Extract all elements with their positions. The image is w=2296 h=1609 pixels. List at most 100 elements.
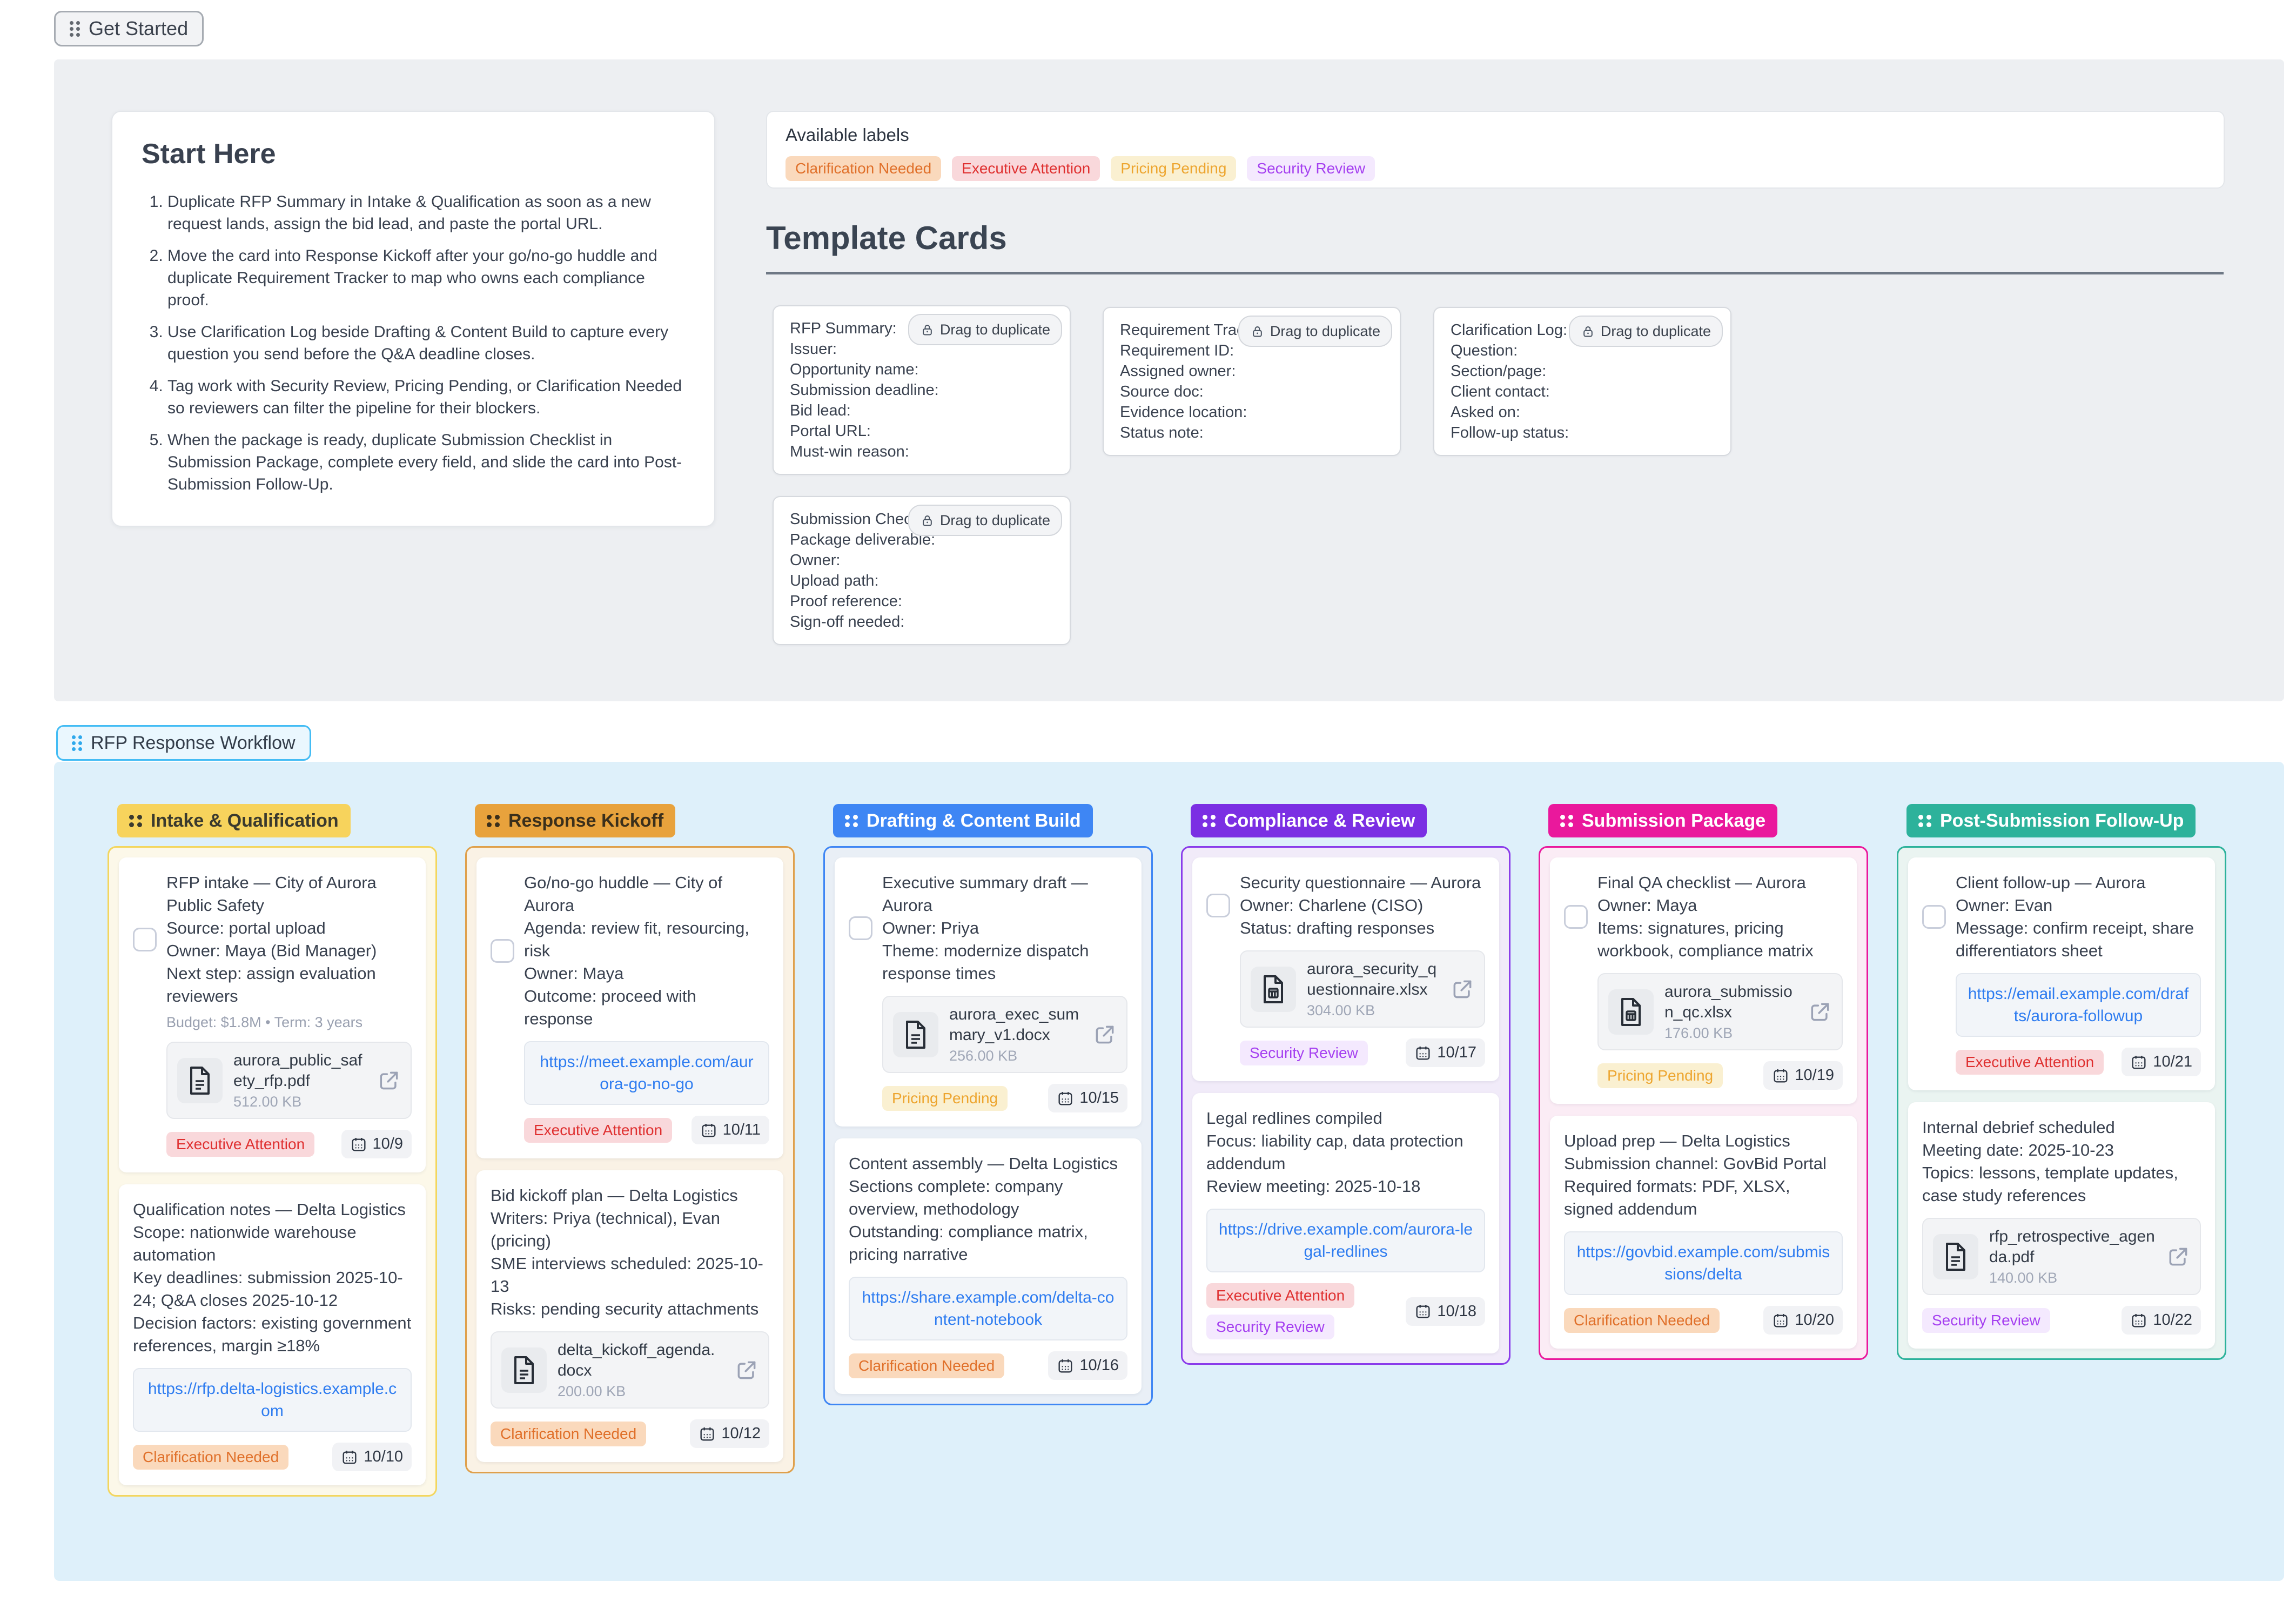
document-icon <box>906 1020 925 1049</box>
external-link-icon[interactable] <box>1093 1023 1117 1047</box>
column-header[interactable]: Post-Submission Follow-Up <box>1906 804 2196 837</box>
column-header[interactable]: Compliance & Review <box>1191 804 1427 837</box>
attachment-filename: delta_kickoff_agenda.docx <box>558 1341 715 1379</box>
due-date: 10/19 <box>1795 1067 1834 1084</box>
attachment-filesize: 140.00 KB <box>1989 1270 2058 1286</box>
link-chip[interactable]: https://govbid.example.com/submissions/d… <box>1564 1231 1843 1295</box>
due-date: 10/9 <box>372 1135 403 1152</box>
kanban-card[interactable]: Qualification notes — Delta Logistics Sc… <box>119 1184 426 1485</box>
column-header[interactable]: Intake & Qualification <box>117 804 351 837</box>
kanban-card[interactable]: Internal debrief scheduled Meeting date:… <box>1908 1102 2215 1349</box>
template-card-field: Owner: <box>790 552 841 569</box>
link-chip[interactable]: https://email.example.com/drafts/aurora-… <box>1956 973 2201 1037</box>
link-chip[interactable]: https://rfp.delta-logistics.example.com <box>133 1368 412 1432</box>
template-card-field: Question: <box>1451 342 1518 359</box>
external-link-icon[interactable] <box>2166 1245 2190 1269</box>
column-body: Executive summary draft — Aurora Owner: … <box>823 846 1153 1405</box>
card-footer: Clarification Needed 10/20 <box>1564 1306 1843 1335</box>
kanban-card[interactable]: Final QA checklist — Aurora Owner: Maya … <box>1550 857 1857 1104</box>
card-link[interactable]: https://govbid.example.com/submissions/d… <box>1576 1243 1830 1283</box>
template-card-submission-checklist[interactable]: Submission Checklist: Package deliverabl… <box>773 496 1071 645</box>
attachment-chip[interactable]: delta_kickoff_agenda.docx 200.00 KB <box>491 1331 769 1409</box>
get-started-section-button[interactable]: Get Started <box>54 11 204 46</box>
start-here-card: Start Here Duplicate RFP Summary in Inta… <box>111 111 715 527</box>
card-link[interactable]: https://email.example.com/drafts/aurora-… <box>1968 985 2189 1025</box>
template-card-clarification-log[interactable]: Clarification Log: Question: Section/page… <box>1433 307 1731 456</box>
due-date: 10/21 <box>2153 1053 2192 1070</box>
card-checkbox[interactable] <box>1206 894 1230 917</box>
kanban-card[interactable]: Executive summary draft — Aurora Owner: … <box>835 857 1142 1127</box>
card-link[interactable]: https://drive.example.com/aurora-legal-r… <box>1218 1221 1473 1261</box>
attachment-filename: aurora_exec_summary_v1.docx <box>949 1005 1079 1044</box>
board-column-drafting-content-build: Drafting & Content Build Executive summa… <box>823 804 1153 1405</box>
link-chip[interactable]: https://share.example.com/delta-content-… <box>849 1277 1127 1340</box>
kanban-card[interactable]: Upload prep — Delta Logistics Submission… <box>1550 1116 1857 1349</box>
template-card-rfp-summary[interactable]: RFP Summary: Issuer: Opportunity name: Sub… <box>773 305 1071 475</box>
label-chip-pricing-pending: Pricing Pending <box>1111 156 1237 181</box>
workflow-section-button[interactable]: RFP Response Workflow <box>56 725 311 761</box>
external-link-icon[interactable] <box>1451 977 1474 1001</box>
template-card-field: Assigned owner: <box>1120 363 1236 380</box>
drag-to-duplicate-badge[interactable]: Drag to duplicate <box>1568 316 1723 347</box>
card-footer: Executive Attention Security Review 10/18 <box>1206 1283 1485 1339</box>
label-chip-security-review: Security Review <box>1922 1308 2050 1333</box>
template-card-field: Submission deadline: <box>790 381 939 399</box>
link-chip[interactable]: https://drive.example.com/aurora-legal-r… <box>1206 1209 1485 1272</box>
file-icon <box>1933 1233 1978 1279</box>
due-date: 10/22 <box>2153 1311 2192 1329</box>
kanban-card[interactable]: Go/no-go huddle — City of Aurora Agenda:… <box>476 857 783 1158</box>
due-date: 10/12 <box>721 1425 761 1442</box>
column-header[interactable]: Drafting & Content Build <box>833 804 1093 837</box>
card-checkbox[interactable] <box>1922 905 1946 929</box>
due-date-badge: 10/22 <box>2122 1306 2201 1335</box>
drag-to-duplicate-badge[interactable]: Drag to duplicate <box>908 505 1062 536</box>
drag-handle-icon <box>1918 814 1931 827</box>
column-header[interactable]: Submission Package <box>1548 804 1778 837</box>
attachment-chip[interactable]: aurora_exec_summary_v1.docx 256.00 KB <box>882 996 1127 1073</box>
card-link[interactable]: https://meet.example.com/aurora-go-no-go <box>540 1053 754 1093</box>
drag-to-duplicate-badge[interactable]: Drag to duplicate <box>908 314 1062 345</box>
card-checkbox[interactable] <box>1564 905 1588 929</box>
attachment-chip[interactable]: aurora_security_questionnaire.xlsx 304.0… <box>1240 950 1485 1028</box>
card-checkbox[interactable] <box>849 916 872 940</box>
due-date-badge: 10/21 <box>2122 1048 2201 1076</box>
template-card-field: Package deliverable: <box>790 531 936 548</box>
attachment-chip[interactable]: rfp_retrospective_agenda.pdf 140.00 KB <box>1922 1218 2201 1295</box>
calendar-icon <box>2132 1055 2146 1069</box>
attachment-chip[interactable]: aurora_public_safety_rfp.pdf 512.00 KB <box>166 1042 412 1119</box>
column-header[interactable]: Response Kickoff <box>475 804 676 837</box>
kanban-card[interactable]: Bid kickoff plan — Delta Logistics Write… <box>476 1170 783 1462</box>
attachment-filesize: 304.00 KB <box>1307 1002 1375 1018</box>
kanban-card[interactable]: Legal redlines compiled Focus: liability… <box>1192 1093 1499 1353</box>
label-chip-clarification-needed: Clarification Needed <box>786 156 942 181</box>
card-text: RFP intake — City of Aurora Public Safet… <box>166 873 377 1005</box>
template-card-requirement-tracker[interactable]: Requirement Tracker: Requirement ID: Assi… <box>1103 307 1401 456</box>
card-extras: rfp_retrospective_agenda.pdf 140.00 KB <box>1922 1218 2201 1295</box>
calendar-icon <box>343 1450 357 1464</box>
kanban-card[interactable]: Content assembly — Delta Logistics Secti… <box>835 1138 1142 1394</box>
card-link[interactable]: https://share.example.com/delta-content-… <box>862 1289 1115 1329</box>
card-footer: Pricing Pending 10/19 <box>1597 1061 1843 1090</box>
external-link-icon[interactable] <box>1808 1000 1832 1024</box>
label-chip-security-review: Security Review <box>1247 156 1375 181</box>
lock-icon <box>1253 326 1262 337</box>
external-link-icon[interactable] <box>735 1358 758 1382</box>
card-checkbox[interactable] <box>491 939 514 963</box>
attachment-filename: aurora_security_questionnaire.xlsx <box>1307 960 1437 998</box>
column-body: Client follow-up — Aurora Owner: Evan Me… <box>1897 846 2226 1360</box>
attachment-chip[interactable]: aurora_submission_qc.xlsx 176.00 KB <box>1597 973 1843 1050</box>
card-link[interactable]: https://rfp.delta-logistics.example.com <box>147 1380 397 1420</box>
external-link-icon[interactable] <box>377 1069 401 1092</box>
drag-to-duplicate-badge[interactable]: Drag to duplicate <box>1238 316 1392 347</box>
kanban-card[interactable]: Security questionnaire — Aurora Owner: C… <box>1192 857 1499 1081</box>
label-chip-clarification-needed: Clarification Needed <box>133 1444 289 1470</box>
template-card-fields: Question: Section/page: Client contact: Ask… <box>1451 340 1714 443</box>
link-chip[interactable]: https://meet.example.com/aurora-go-no-go <box>524 1041 769 1105</box>
kanban-card[interactable]: RFP intake — City of Aurora Public Safet… <box>119 857 426 1172</box>
due-date: 10/17 <box>1437 1044 1476 1061</box>
card-checkbox[interactable] <box>133 928 157 951</box>
kanban-card[interactable]: Client follow-up — Aurora Owner: Evan Me… <box>1908 857 2215 1090</box>
attachment-filename: aurora_submission_qc.xlsx <box>1664 983 1793 1021</box>
card-text: Internal debrief scheduled Meeting date:… <box>1922 1118 2178 1205</box>
card-text: Upload prep — Delta Logistics Submission… <box>1564 1131 1827 1218</box>
